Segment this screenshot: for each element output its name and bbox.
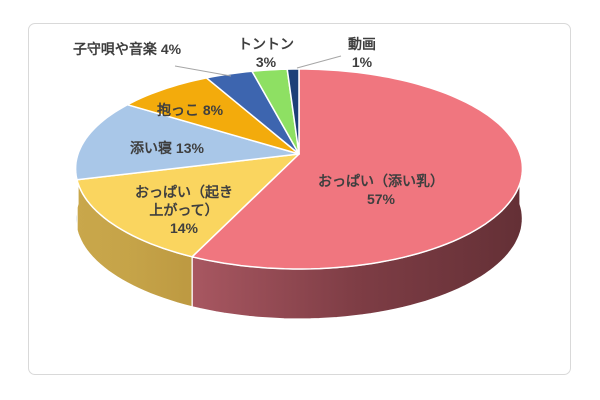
pie-slice-1[interactable] [76, 153, 300, 258]
leader-line-4 [174, 65, 232, 77]
leader-line-6 [296, 55, 342, 69]
pie-slice-6[interactable] [286, 68, 300, 155]
pie-slice-2[interactable] [74, 103, 300, 181]
pie-slice-4[interactable] [205, 70, 300, 155]
pie-slice-0[interactable] [191, 68, 524, 270]
pie-slice-5[interactable] [251, 68, 300, 155]
pie-slice-3[interactable] [126, 77, 300, 155]
